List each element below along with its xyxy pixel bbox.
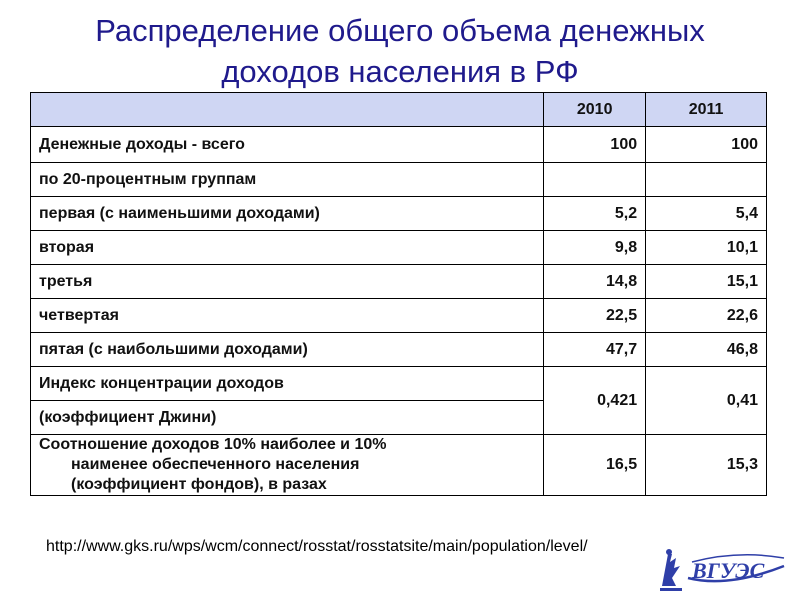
ratio-row: Соотношение доходов 10% наиболее и 10% н… [29, 434, 767, 496]
table-row: третья 14,8 15,1 [29, 264, 767, 299]
value-2010: 9,8 [543, 230, 647, 265]
header-2011: 2011 [645, 92, 767, 127]
ratio-label-line3: (коэффициент фондов), в разах [71, 476, 327, 493]
header-blank-cell [29, 92, 545, 127]
value-2011: 10,1 [645, 230, 767, 265]
row-label: по 20-процентным группам [29, 162, 545, 197]
ratio-label: Соотношение доходов 10% наиболее и 10% н… [29, 434, 545, 496]
value-2011: 46,8 [645, 332, 767, 367]
ratio-label-line1: Соотношение доходов 10% наиболее и 10% [39, 436, 387, 453]
ratio-value-2010: 16,5 [543, 434, 647, 496]
slide-title: Распределение общего объема денежных дох… [0, 10, 800, 92]
gini-label: Индекс концентрации доходов (коэффициент… [29, 366, 545, 435]
row-label: третья [29, 264, 545, 299]
table-row: Денежные доходы - всего 100 100 [29, 126, 767, 163]
value-2010 [543, 162, 647, 197]
value-2011 [645, 162, 767, 197]
ratio-label-line2: наименее обеспеченного населения [71, 456, 360, 473]
row-label: вторая [29, 230, 545, 265]
row-label: первая (с наименьшими доходами) [29, 196, 545, 231]
slide-title-line1: Распределение общего объема денежных [95, 13, 705, 48]
value-2011: 100 [645, 126, 767, 163]
ratio-value-2011: 15,3 [645, 434, 767, 496]
table-row: по 20-процентным группам [29, 162, 767, 197]
row-label: четвертая [29, 298, 545, 333]
gini-row: Индекс концентрации доходов (коэффициент… [29, 366, 767, 435]
gini-label-line1: Индекс концентрации доходов [31, 367, 544, 401]
gini-value-2011: 0,41 [645, 366, 767, 435]
value-2010: 47,7 [543, 332, 647, 367]
slide-title-line2: доходов населения в РФ [221, 54, 579, 89]
table-row: пятая (с наибольшими доходами) 47,7 46,8 [29, 332, 767, 367]
university-emblem-icon: ВГУЭС [660, 549, 785, 591]
value-2011: 15,1 [645, 264, 767, 299]
value-2010: 5,2 [543, 196, 647, 231]
table-row: первая (с наименьшими доходами) 5,2 5,4 [29, 196, 767, 231]
gini-value-2010: 0,421 [543, 366, 647, 435]
source-url: http://www.gks.ru/wps/wcm/connect/rossta… [46, 538, 588, 555]
header-2010: 2010 [543, 92, 647, 127]
value-2010: 100 [543, 126, 647, 163]
value-2011: 22,6 [645, 298, 767, 333]
table-row: вторая 9,8 10,1 [29, 230, 767, 265]
row-label: пятая (с наибольшими доходами) [29, 332, 545, 367]
value-2010: 22,5 [543, 298, 647, 333]
value-2011: 5,4 [645, 196, 767, 231]
table-header-row: 2010 2011 [29, 92, 767, 127]
logo-text: ВГУЭС [691, 558, 765, 583]
gini-label-line2: (коэффициент Джини) [39, 409, 217, 426]
university-logo: ВГУЭС [658, 548, 788, 592]
value-2010: 14,8 [543, 264, 647, 299]
income-distribution-table: 2010 2011 Денежные доходы - всего 100 10… [29, 92, 767, 496]
table-row: четвертая 22,5 22,6 [29, 298, 767, 333]
row-label: Денежные доходы - всего [29, 126, 545, 163]
